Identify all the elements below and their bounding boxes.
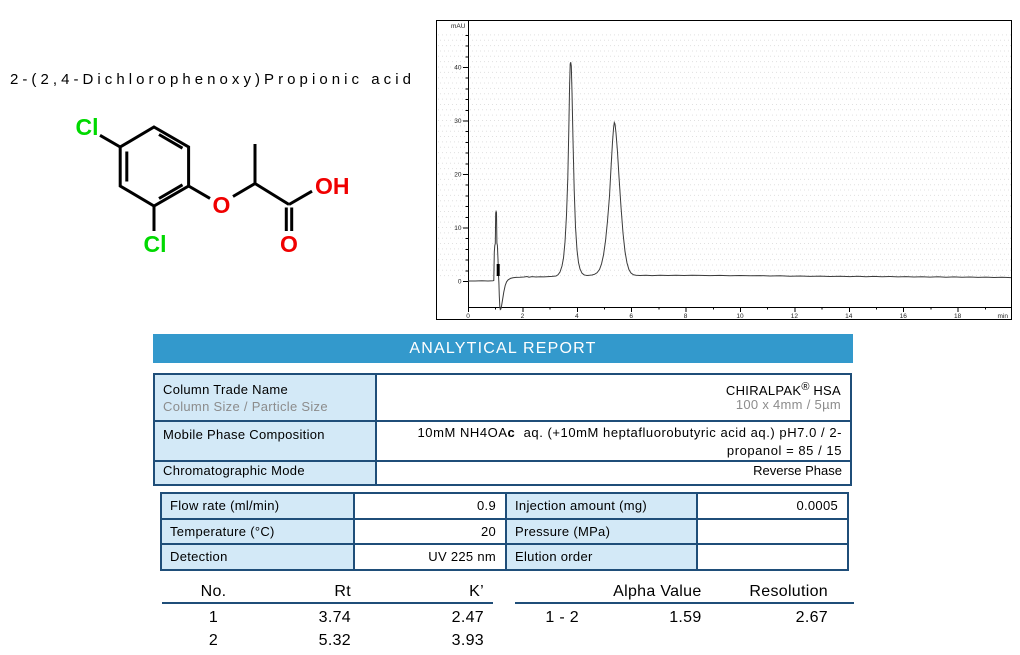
svg-text:4: 4 [575, 313, 579, 320]
svg-text:O: O [280, 231, 298, 257]
svg-text:O: O [213, 192, 231, 218]
svg-text:14: 14 [845, 313, 853, 320]
svg-text:10: 10 [454, 225, 462, 232]
svg-text:6: 6 [629, 313, 633, 320]
svg-text:OH: OH [315, 173, 350, 199]
svg-text:40: 40 [454, 65, 462, 72]
svg-text:Cl: Cl [144, 231, 167, 257]
svg-text:mAU: mAU [451, 23, 466, 30]
svg-text:2: 2 [521, 313, 525, 320]
svg-text:18: 18 [954, 313, 962, 320]
svg-text:30: 30 [454, 118, 462, 125]
svg-text:20: 20 [454, 172, 462, 179]
svg-text:10: 10 [736, 313, 744, 320]
svg-text:0: 0 [458, 279, 462, 286]
svg-text:16: 16 [900, 313, 908, 320]
svg-text:0: 0 [466, 313, 470, 320]
svg-text:8: 8 [684, 313, 688, 320]
svg-text:12: 12 [791, 313, 799, 320]
svg-text:Cl: Cl [76, 114, 99, 140]
svg-text:min: min [998, 313, 1009, 320]
